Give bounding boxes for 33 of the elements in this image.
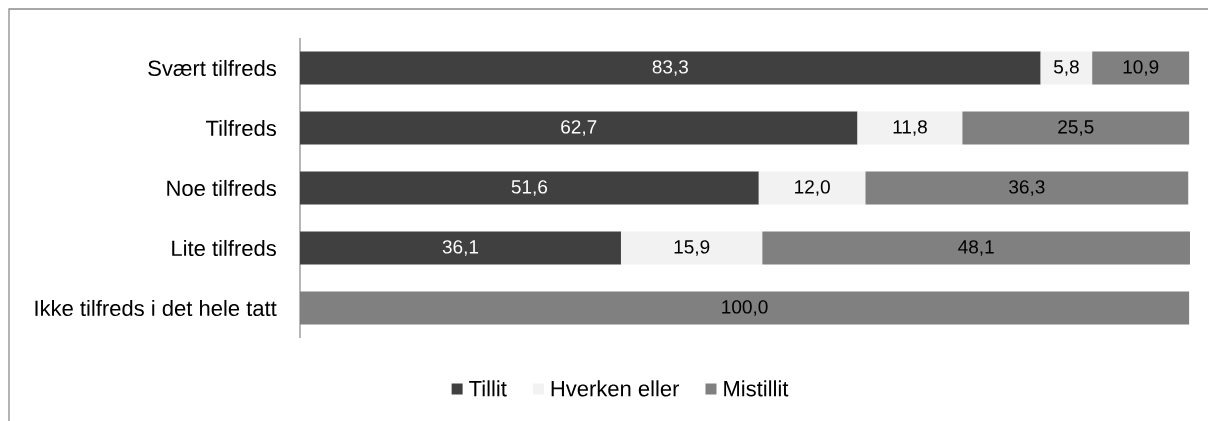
data-label: 48,1 xyxy=(958,240,994,256)
data-label: 83,3 xyxy=(652,60,688,76)
data-label: 12,0 xyxy=(795,180,830,196)
bar xyxy=(762,231,1191,265)
data-label: 5,8 xyxy=(1053,60,1079,76)
data-label: 36,1 xyxy=(442,240,479,256)
data-label: 36,3 xyxy=(1009,180,1045,196)
data-label: 11,8 xyxy=(893,120,927,136)
y-tick-label: Ikke tilfreds i det hele tatt xyxy=(35,299,277,317)
bar xyxy=(300,231,621,265)
bar xyxy=(865,171,1189,205)
bar xyxy=(620,231,763,265)
y-tick-label: Lite tilfreds xyxy=(172,239,276,257)
bar xyxy=(857,111,963,145)
y-tick-label: Svært tilfreds xyxy=(148,59,276,77)
bar xyxy=(962,111,1190,145)
y-tick-label: Noe tilfreds xyxy=(167,179,276,197)
bar xyxy=(1092,51,1190,85)
bar xyxy=(300,111,858,145)
y-tick-label: Tilfreds xyxy=(205,119,276,137)
data-label: 100,0 xyxy=(722,300,768,316)
data-label: 15,9 xyxy=(674,240,710,256)
data-label: 62,7 xyxy=(561,120,597,136)
bar xyxy=(300,51,1041,85)
legend-label: Tillit xyxy=(469,380,507,397)
data-label: 51,6 xyxy=(511,180,548,196)
data-label: 25,5 xyxy=(1058,120,1094,136)
bar xyxy=(758,171,866,205)
data-label: 10,9 xyxy=(1123,60,1159,76)
legend-label: Mistillit xyxy=(724,380,789,397)
bar xyxy=(1040,51,1093,85)
legend-label: Hverken eller xyxy=(551,380,680,397)
bar xyxy=(300,171,759,205)
